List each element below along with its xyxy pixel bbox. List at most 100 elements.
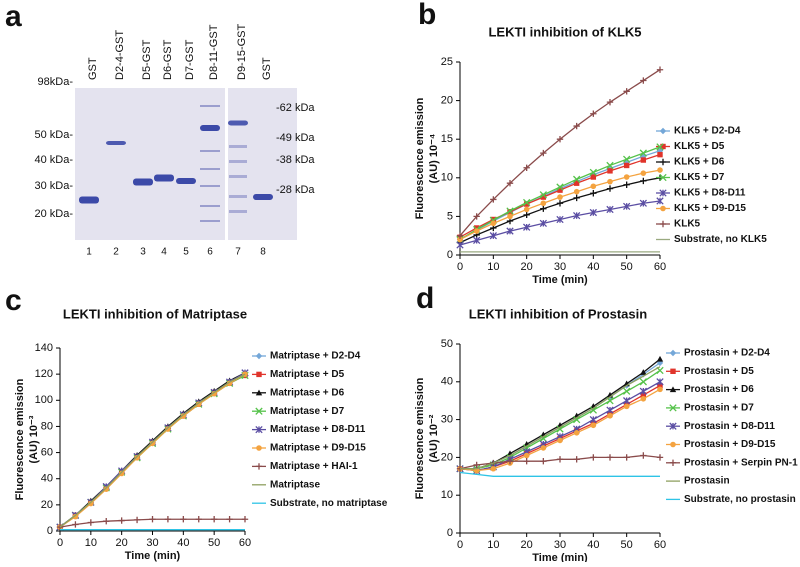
marker [133,516,141,524]
marker [606,406,614,414]
x-tick-label: 60 [654,261,666,273]
marker [473,225,480,231]
marker [180,413,187,419]
marker [669,422,677,430]
gel-background [75,88,297,240]
legend-label: Substrate, no KLK5 [674,234,767,245]
panel-label: d [416,282,434,315]
y-axis-label: (AU) 10⁻³ [28,415,40,463]
marker [656,66,664,73]
marker [589,406,597,414]
marker [660,143,666,150]
marker [134,455,140,461]
marker [489,232,497,240]
marker [523,164,530,171]
ladder-band [200,105,220,107]
legend-label: KLK5 + D9-D15 [674,203,746,214]
marker [506,207,514,215]
legend-label: KLK5 + D6 [674,157,725,168]
marker [195,516,202,523]
marker [623,403,630,410]
marker [540,445,547,451]
marker [556,200,564,207]
chart-title: LEKTI inhibition of Prostasin [469,306,647,321]
legend-label: Matriptase + D7 [270,406,345,417]
lane-number: 5 [183,247,189,258]
marker [573,456,580,463]
marker [640,452,647,459]
marker [473,228,480,234]
marker [523,198,531,207]
x-tick-label: 50 [208,537,220,549]
marker [606,205,614,214]
mw-marker-left: 50 kDa- [34,129,73,141]
marker [657,382,663,389]
y-axis-label: Fluorescence emission [414,97,426,219]
marker [669,459,677,466]
y-tick-label: 20 [41,499,53,511]
y-tick-label: 5 [447,210,453,222]
marker [557,187,563,193]
marker [639,149,647,157]
x-tick-label: 20 [521,261,533,273]
panel-label: c [5,284,22,317]
marker [506,457,514,465]
marker [523,211,530,219]
y-axis-label: (AU) 10⁻² [428,414,440,462]
y-tick-label: 10 [441,172,453,184]
marker [640,369,647,375]
y-tick-label: 50 [441,338,453,350]
marker [573,180,580,186]
legend-label: KLK5 + D8-D11 [674,188,746,199]
marker [573,122,580,130]
x-tick-label: 40 [177,537,189,549]
marker [211,390,217,397]
marker [640,177,647,185]
chart-title: LEKTI inhibition of Matriptase [63,306,247,321]
legend-label: Matriptase + D6 [270,387,345,398]
marker [523,206,530,213]
marker [523,452,530,459]
marker [241,516,249,523]
marker [556,215,564,224]
mw-marker-right: -28 kDa [276,184,315,196]
x-tick-label: 10 [487,261,499,273]
series-line [460,366,661,470]
marker [540,194,547,200]
gel-band [154,174,174,182]
marker [506,180,514,187]
marker [639,199,647,207]
legend-label: Matriptase [270,479,320,490]
legend-label: KLK5 + D2-D4 [674,126,741,137]
legend-label: KLK5 + D7 [674,172,725,183]
lane-label: D8-11-GST [208,24,220,80]
x-tick-label: 30 [146,537,158,549]
marker [540,149,547,157]
marker [573,430,580,436]
marker [656,454,664,461]
marker [490,196,497,203]
marker [88,500,94,507]
marker [640,392,647,398]
ladder-band [200,185,220,187]
marker [456,241,464,249]
legend-label: Substrate, no matriptase [270,498,388,509]
marker [255,425,263,434]
x-axis-label: Time (min) [532,552,588,562]
smear-band [229,210,247,213]
marker [210,516,218,523]
gel-band [106,141,126,145]
x-tick-label: 20 [521,539,533,551]
y-tick-label: 80 [41,420,53,432]
marker [656,143,664,151]
legend-label: Matriptase + D8-D11 [270,424,366,435]
marker [149,440,156,447]
smear-band [229,145,247,148]
marker [659,220,667,228]
lane-label: D9-15-GST [236,23,248,80]
marker [657,386,663,393]
y-tick-label: 0 [47,525,53,537]
mw-marker-right: -38 kDa [276,154,315,166]
marker [670,441,676,448]
lane-number: 1 [86,247,92,258]
